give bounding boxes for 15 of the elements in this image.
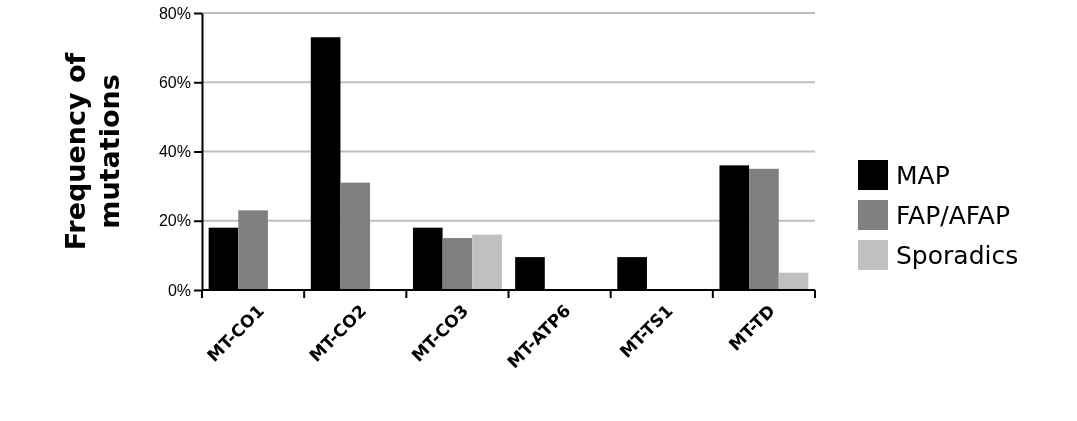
- bar: [749, 168, 779, 290]
- legend-label: Sporadics: [896, 241, 1019, 270]
- legend-label: FAP/AFAP: [896, 201, 1011, 230]
- bar: [472, 234, 502, 290]
- y-tick-label: 20%: [158, 212, 191, 230]
- y-tick-label: 80%: [158, 4, 191, 22]
- y-tick-label: 40%: [158, 143, 191, 161]
- bar: [442, 238, 473, 290]
- y-axis-title: Frequency of mutations: [60, 52, 125, 251]
- bar: [340, 182, 371, 290]
- legend-label: MAP: [896, 161, 950, 190]
- y-tick-label: 60%: [158, 73, 191, 91]
- y-tick-label: 0%: [167, 281, 191, 299]
- bar: [778, 272, 809, 290]
- bar: [238, 210, 268, 290]
